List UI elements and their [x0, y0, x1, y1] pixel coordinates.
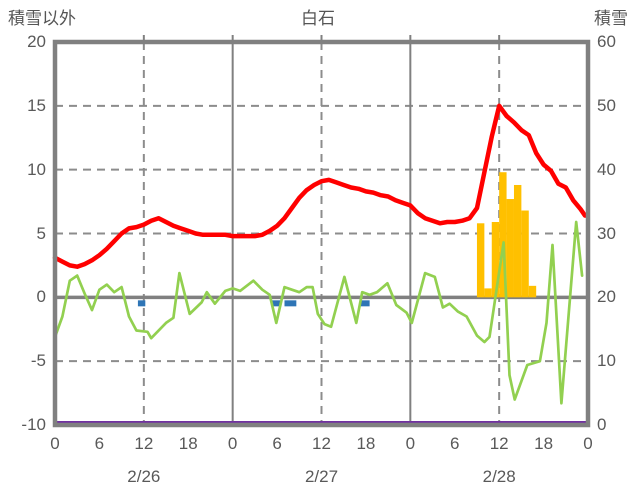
date-label: 2/28 — [482, 467, 516, 486]
left-axis-tick-label: 15 — [27, 95, 46, 115]
hour-tick-label: 12 — [134, 434, 154, 453]
snow-bar — [513, 184, 522, 298]
right-axis-tick-label: 40 — [597, 159, 616, 179]
green-line — [53, 220, 584, 405]
plot-border — [52, 39, 591, 428]
hour-tick-label: 0 — [50, 434, 60, 453]
snow-bar — [476, 223, 485, 298]
right-axis-tick-label: 50 — [597, 95, 616, 115]
hour-tick-label: 18 — [178, 434, 198, 453]
left-axis-tick-label: 5 — [36, 223, 46, 243]
blue-mark — [284, 300, 297, 307]
right-axis-tick-label: 10 — [597, 351, 616, 371]
snow-bar — [506, 199, 514, 298]
chart-title: 白石 — [301, 9, 335, 28]
left-axis-tick-label: -5 — [30, 351, 46, 371]
blue-mark — [271, 300, 281, 307]
right-axis-tick-label: 30 — [597, 223, 616, 243]
left-axis-title: 積雪以外 — [8, 9, 76, 28]
hour-tick-label: 12 — [489, 434, 509, 453]
hour-tick-label: 6 — [450, 434, 460, 453]
left-axis-tick-label: 10 — [27, 159, 46, 179]
hour-tick-label: 12 — [312, 434, 331, 453]
snow-bar — [499, 172, 507, 298]
snow-bar — [491, 222, 500, 298]
right-axis-tick-label: 20 — [597, 287, 616, 307]
right-axis-tick-label: 0 — [597, 415, 607, 434]
date-label: 2/27 — [304, 467, 339, 486]
right-axis-title: 積雪 — [594, 9, 628, 28]
hour-tick-label: 0 — [583, 434, 593, 453]
left-axis-tick-label: 20 — [27, 32, 46, 51]
left-axis-tick-label: 0 — [36, 287, 46, 307]
hour-tick-label: 18 — [356, 434, 376, 453]
red-line — [52, 103, 588, 269]
blue-mark — [360, 300, 370, 307]
snow-bar — [521, 210, 529, 298]
snow-bar — [528, 285, 537, 298]
hour-tick-label: 0 — [405, 434, 416, 453]
blue-mark — [137, 300, 146, 307]
left-axis-tick-label: -10 — [21, 415, 46, 434]
snow-bar — [484, 288, 492, 298]
date-label: 2/26 — [127, 467, 161, 486]
hour-tick-label: 0 — [227, 434, 238, 453]
right-axis-tick-label: 60 — [597, 32, 616, 51]
hour-tick-label: 18 — [534, 434, 554, 453]
hour-tick-label: 6 — [94, 434, 105, 453]
hour-tick-label: 6 — [272, 434, 282, 453]
